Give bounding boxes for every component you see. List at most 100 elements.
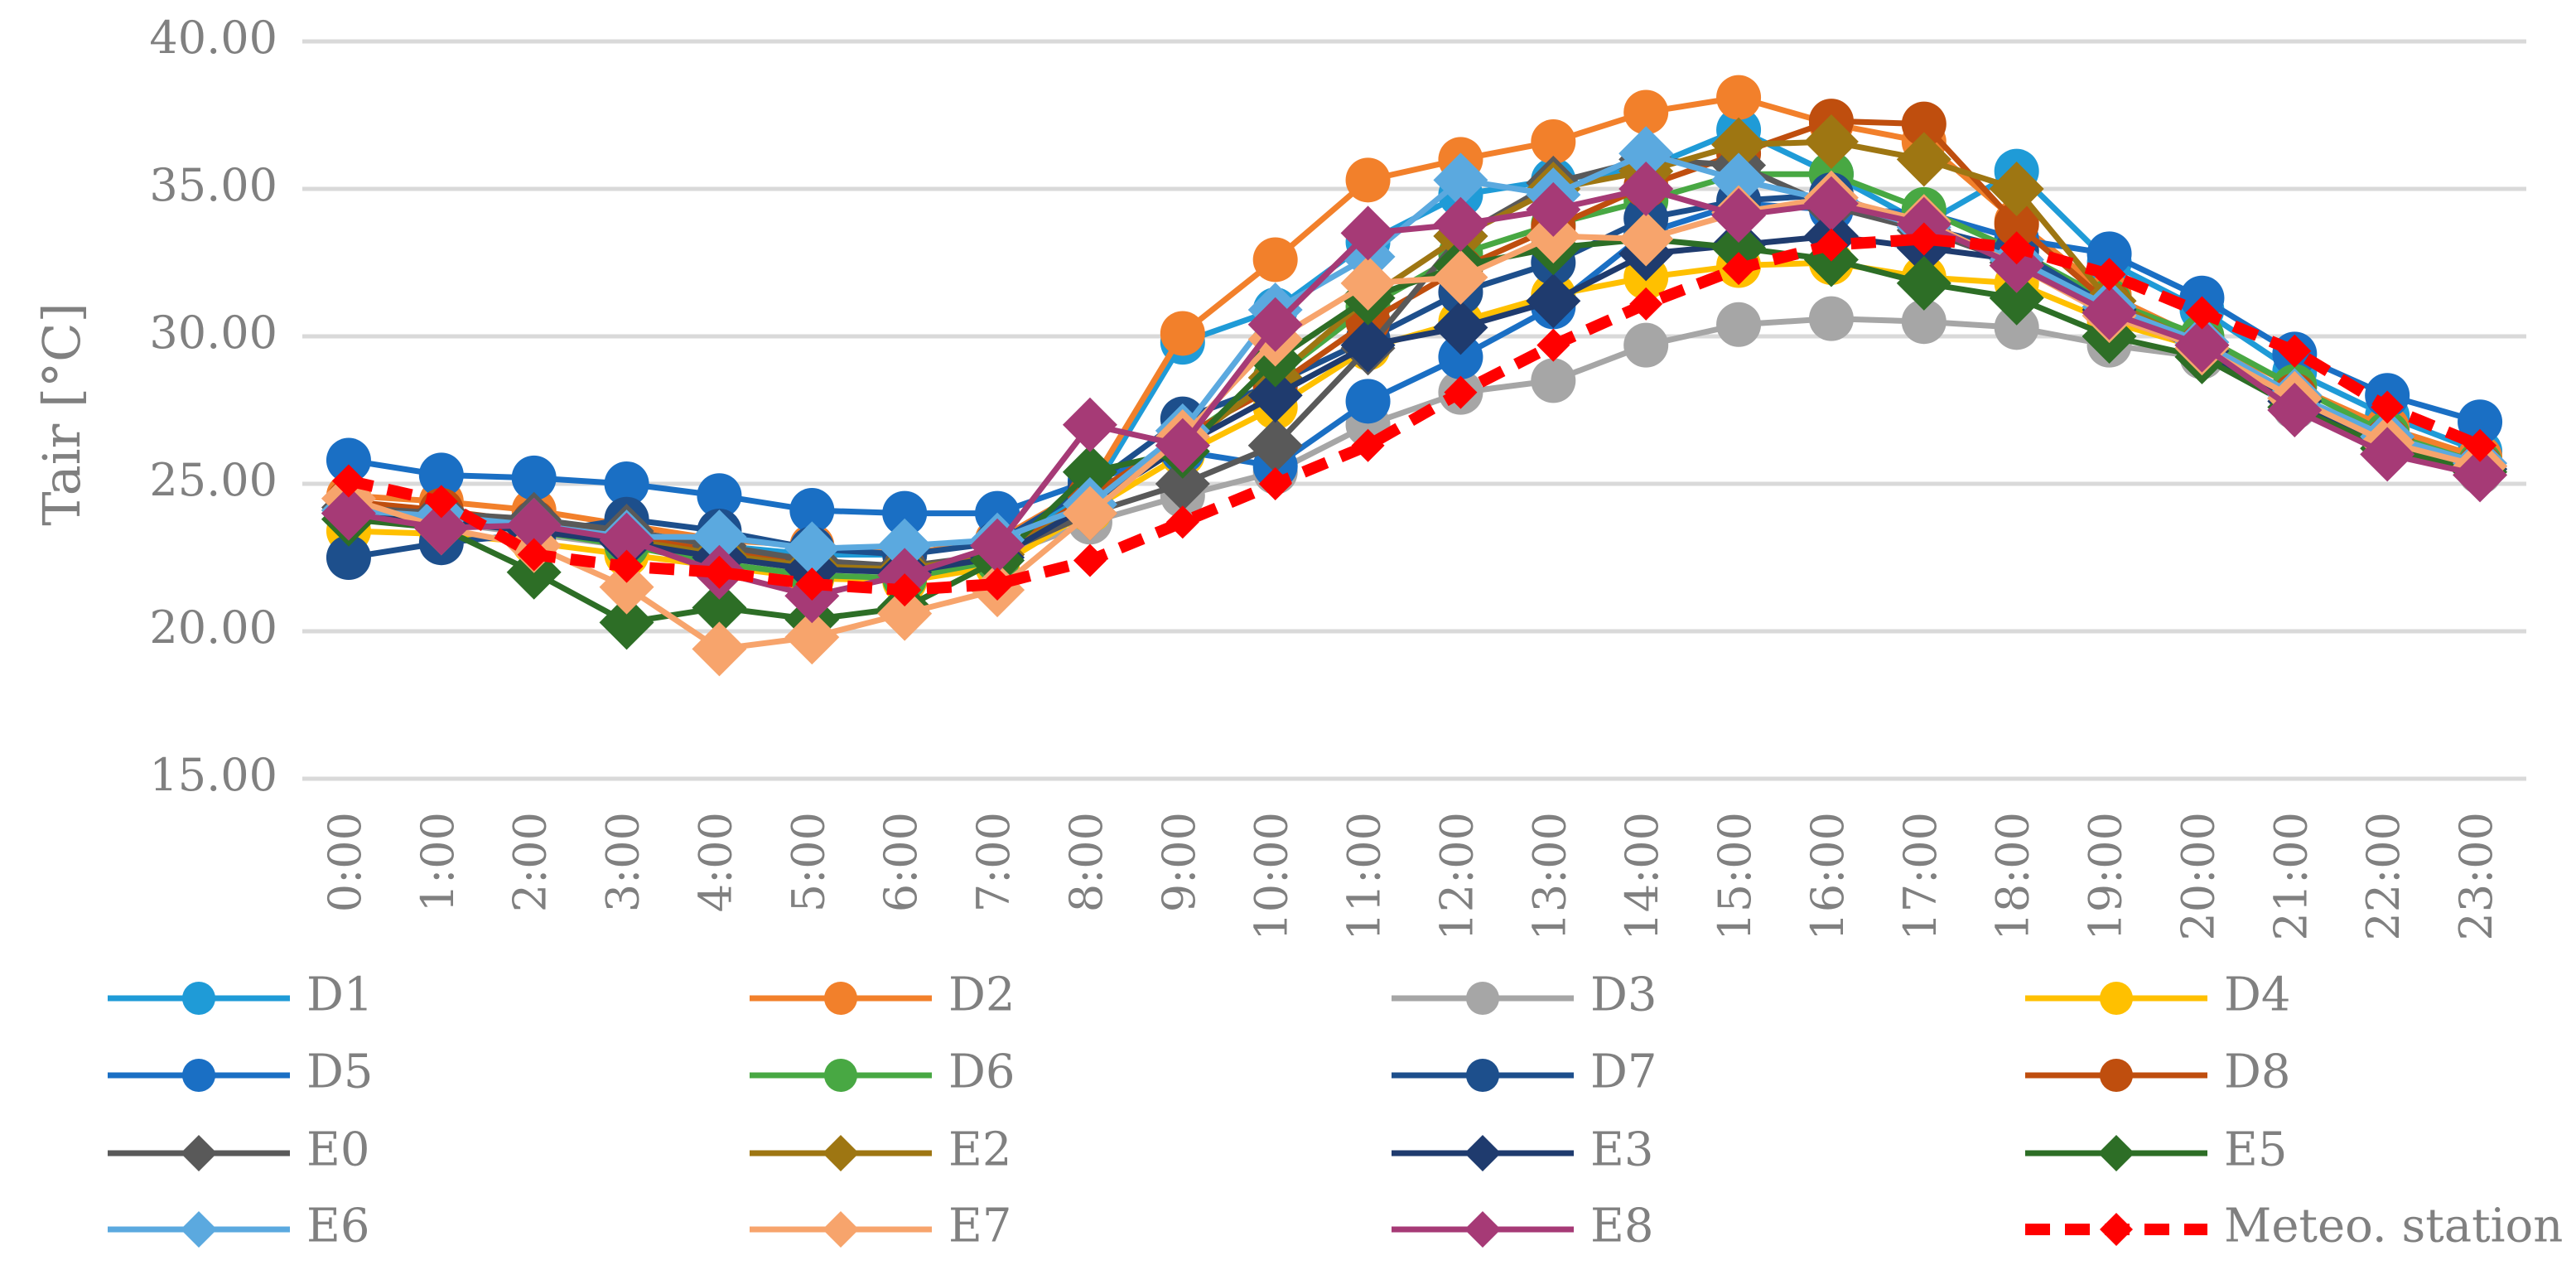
legend-marker <box>182 982 215 1015</box>
data-point <box>517 538 551 572</box>
data-point <box>1901 299 1946 345</box>
data-point <box>1722 252 1756 286</box>
y-axis-label: Tair [°C] <box>31 302 92 526</box>
legend-marker <box>1466 1059 1499 1092</box>
data-point <box>697 473 742 519</box>
x-tick-label: 19:00 <box>2080 812 2132 941</box>
data-point <box>1340 317 1396 373</box>
y-tick-label: 35.00 <box>149 159 277 211</box>
legend-marker <box>181 1211 217 1248</box>
legend-label: E8 <box>1590 1200 1654 1253</box>
data-point <box>784 610 840 665</box>
data-point <box>970 518 1025 573</box>
x-tick-label: 12:00 <box>1430 812 1483 941</box>
data-point <box>604 461 649 506</box>
data-point <box>882 490 928 536</box>
legend-marker <box>181 1135 217 1171</box>
data-point <box>1994 305 2039 350</box>
data-point <box>1711 117 1767 172</box>
data-point <box>789 488 835 534</box>
legend-entry: E8 <box>1392 1200 1654 1253</box>
data-point <box>1536 328 1570 362</box>
data-point <box>702 555 736 589</box>
data-point <box>1526 273 1581 329</box>
legend-marker <box>824 982 857 1015</box>
legend-marker <box>2100 982 2133 1015</box>
data-point <box>1345 379 1391 424</box>
x-tick-label: 21:00 <box>2265 812 2317 941</box>
y-tick-label: 20.00 <box>149 601 277 654</box>
x-tick-label: 14:00 <box>1616 812 1668 941</box>
y-axis-ticks: 15.00 20.00 25.00 30.00 35.00 40.00 <box>149 12 277 801</box>
data-point <box>610 549 644 583</box>
series-lines <box>321 75 2508 677</box>
data-point <box>506 497 562 553</box>
x-tick-label: 13:00 <box>1523 812 1575 941</box>
series-e8 <box>321 162 2508 624</box>
data-point <box>981 567 1015 601</box>
x-tick-label: 5:00 <box>782 812 834 912</box>
data-point <box>424 485 458 519</box>
data-point <box>1160 311 1205 356</box>
x-tick-label: 6:00 <box>875 812 927 912</box>
data-point <box>1433 249 1488 305</box>
data-point <box>1062 485 1117 541</box>
data-point <box>2174 317 2230 373</box>
data-point <box>1340 205 1396 261</box>
data-point <box>1252 237 1298 282</box>
data-point <box>1716 75 1762 120</box>
data-point <box>1711 152 1767 208</box>
data-point <box>1155 456 1210 511</box>
legend-marker <box>1464 1135 1501 1171</box>
data-point <box>2360 427 2415 482</box>
data-point <box>1062 397 1117 452</box>
data-point <box>692 580 747 635</box>
series-line <box>348 138 2482 572</box>
data-point <box>2278 334 2312 368</box>
x-tick-label: 23:00 <box>2450 812 2502 941</box>
data-point <box>2185 296 2219 330</box>
data-point <box>1907 222 1941 256</box>
data-point <box>1803 114 1859 170</box>
x-tick-label: 3:00 <box>597 812 649 912</box>
series-meteo-station <box>331 222 2497 607</box>
data-point <box>599 559 654 615</box>
data-point <box>1345 157 1391 203</box>
data-point <box>1994 201 2039 247</box>
data-point <box>1618 211 1674 267</box>
data-point <box>321 485 376 541</box>
legend-entry: E6 <box>108 1200 370 1253</box>
data-point <box>2267 383 2323 437</box>
data-point <box>1433 152 1488 208</box>
legend-marker <box>824 1059 857 1092</box>
legend-label: D4 <box>2224 968 2291 1022</box>
legend-entry: D2 <box>750 968 1015 1022</box>
data-point <box>1814 228 1848 262</box>
x-tick-label: 11:00 <box>1339 812 1391 941</box>
gridlines <box>302 39 2526 781</box>
data-point <box>1989 270 2044 326</box>
legend-label: D1 <box>306 968 374 1022</box>
data-point <box>2000 231 2033 265</box>
data-point <box>1618 126 1674 181</box>
data-point <box>692 621 747 677</box>
data-point <box>888 573 922 607</box>
data-point <box>511 455 557 500</box>
data-point <box>2371 390 2405 424</box>
data-point <box>1165 505 1199 539</box>
data-point <box>2463 428 2497 462</box>
x-tick-label: 18:00 <box>1987 812 2039 941</box>
legend-entry: D5 <box>108 1045 374 1099</box>
legend-entry: D6 <box>750 1045 1015 1099</box>
x-tick-label: 17:00 <box>1894 812 1946 941</box>
legend-marker <box>822 1211 859 1248</box>
legend-marker <box>1466 982 1499 1015</box>
y-tick-label: 15.00 <box>149 749 277 801</box>
legend-marker <box>822 1135 859 1171</box>
data-point <box>1618 162 1674 216</box>
x-tick-label: 7:00 <box>967 812 1020 912</box>
x-tick-label: 2:00 <box>504 812 557 912</box>
legend-label: E2 <box>948 1123 1012 1177</box>
legend-label: D7 <box>1590 1045 1657 1099</box>
